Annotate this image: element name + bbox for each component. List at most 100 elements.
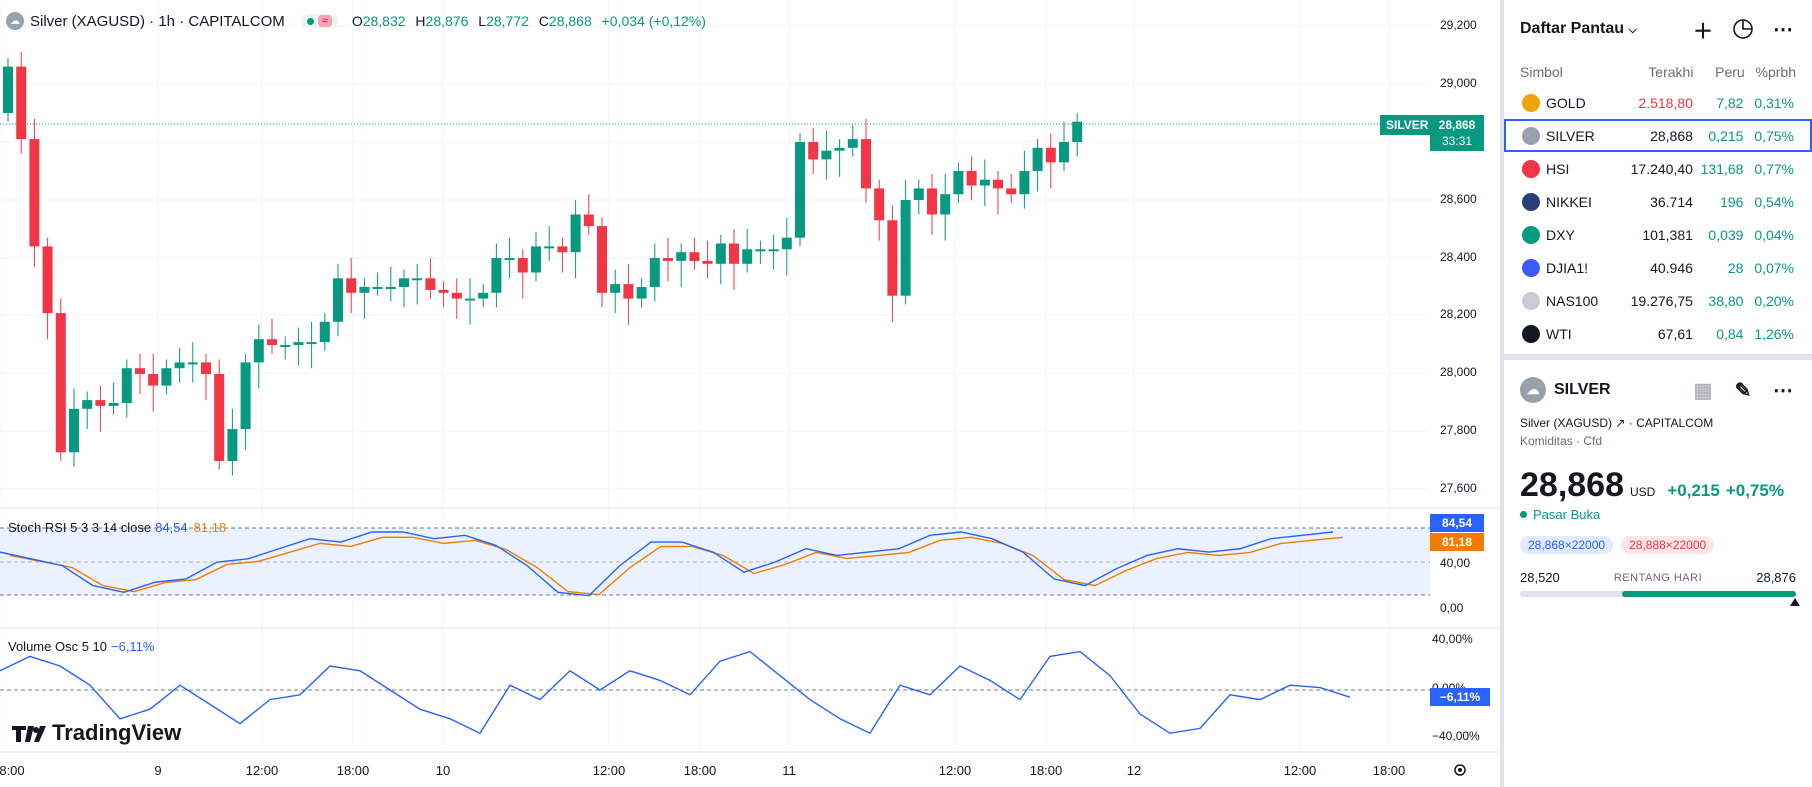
candle-body [1006, 188, 1017, 195]
candle-body [821, 150, 832, 160]
time-axis-label: 12 [1126, 763, 1142, 778]
stoch-k-tag: 84,54 [1430, 514, 1484, 532]
candle-body [649, 258, 660, 287]
candle-body [676, 252, 687, 261]
symbol-title[interactable]: Silver (XAGUSD) · 1h · CAPITALCOM [30, 12, 285, 30]
candle-body [979, 179, 990, 186]
candle-body [557, 246, 568, 253]
volume-osc-legend[interactable]: Volume Osc 5 10 −6,11% [8, 639, 155, 654]
ohlc-values: O28,832 H28,876 L28,772 C28,868 +0,034 (… [351, 13, 706, 29]
detail-symbol[interactable]: SILVER [1554, 381, 1611, 398]
chart-canvas[interactable] [0, 0, 1500, 787]
watchlist-row-silver[interactable]: SILVER 28,868 0,215 0,75% [1504, 119, 1812, 152]
candle-body [451, 292, 462, 299]
candle-body [148, 374, 159, 386]
stoch-k-value: 84,54 [155, 520, 188, 535]
watchlist-row-hsi[interactable]: HSI 17.240,40 131,68 0,77% [1504, 152, 1812, 185]
candle-body [69, 408, 79, 453]
candle-body [1032, 147, 1043, 171]
watchlist-last: 17.240,40 [1630, 160, 1693, 177]
watchlist-pct: 0,54% [1754, 193, 1795, 210]
silver-icon: ☁ [1520, 377, 1546, 403]
detail-change: +0,215 [1667, 481, 1720, 500]
watchlist-title[interactable]: Daftar Pantau ⌵ [1520, 20, 1637, 37]
time-axis-label: 18:00 [1372, 763, 1406, 778]
price-axis-label: 29,200 [1440, 18, 1477, 32]
watchlist-pct: 0,77% [1754, 160, 1795, 177]
candle-body [491, 258, 502, 293]
wave-icon: ≈ [317, 15, 332, 27]
candle-body [333, 278, 343, 322]
range-bar [1520, 591, 1800, 606]
watchlist-last: 36.714 [1650, 193, 1693, 210]
watchlist-row-dxy[interactable]: DXY 101,381 0,039 0,04% [1504, 218, 1812, 251]
candle-body [913, 188, 924, 200]
time-axis-label: 12:00 [245, 763, 279, 778]
watchlist-change: 131,68 [1700, 160, 1744, 177]
candle-body [135, 368, 145, 374]
candle-body [412, 278, 423, 281]
more-options-icon[interactable]: ⋯ [1773, 18, 1793, 41]
panel-divider[interactable] [1500, 0, 1504, 787]
watchlist-row-wti[interactable]: WTI 67,61 0,84 1,26% [1504, 317, 1812, 350]
candle-body [742, 249, 753, 264]
watchlist-row-nas100[interactable]: NAS100 19.276,75 38,80 0,20% [1504, 284, 1812, 317]
detail-fullname[interactable]: Silver (XAGUSD) ↗ · CAPITALCOM [1520, 416, 1714, 430]
candle-body [874, 188, 885, 221]
candle-body [610, 284, 621, 293]
watchlist-row-djia1[interactable]: DJIA1! 40.946 28 0,07% [1504, 251, 1812, 284]
settings-gear-icon[interactable] [1452, 762, 1468, 778]
chart-pie-icon[interactable] [1730, 16, 1756, 42]
market-status-pill[interactable]: ≈ [300, 14, 338, 28]
candle-body [121, 368, 132, 403]
candle-body [108, 403, 119, 406]
market-open-dot [1520, 511, 1527, 518]
watchlist-change: 0,84 [1716, 325, 1744, 342]
add-symbol-icon[interactable]: ＋ [1693, 20, 1713, 43]
ask-chip: 28,888×22000 [1621, 536, 1715, 554]
watchlist-change: 28 [1727, 259, 1744, 276]
symbol-icon [1522, 324, 1540, 343]
col-change[interactable]: Peru [1715, 64, 1745, 80]
price-axis-label: 27,800 [1440, 423, 1477, 437]
close-value: 28,868 [548, 13, 592, 29]
time-axis-label: 11 [782, 763, 796, 778]
edit-icon[interactable]: ✎ [1734, 379, 1752, 402]
candle-body [517, 258, 528, 273]
candle-body [95, 400, 106, 406]
candle-body [583, 214, 594, 227]
watchlist-rows: GOLD 2.518,80 7,82 0,31% SILVER 28,868 0,215 0,… [1504, 86, 1812, 350]
candle-body [966, 171, 977, 186]
watchlist-change: 196 [1720, 193, 1744, 210]
tradingview-logo[interactable]: TradingView [12, 720, 181, 746]
stoch-rsi-label: Stoch RSI 5 3 3 14 close [8, 520, 152, 535]
stoch-d-line [9, 536, 1344, 596]
watchlist-last: 67,61 [1657, 325, 1693, 342]
candle-body [993, 179, 1003, 189]
col-symbol[interactable]: Simbol [1520, 64, 1563, 80]
watchlist-pct: 0,75% [1754, 127, 1795, 144]
candle-body [847, 139, 858, 148]
grid-view-icon[interactable]: ▦ [1693, 379, 1713, 402]
watchlist-change: 7,82 [1716, 94, 1744, 111]
candle-body [1072, 121, 1083, 142]
watchlist-change: 0,215 [1708, 127, 1744, 144]
more-options-icon[interactable]: ⋯ [1773, 379, 1793, 402]
col-last[interactable]: Terakhi [1648, 64, 1694, 80]
watchlist-row-gold[interactable]: GOLD 2.518,80 7,82 0,31% [1504, 86, 1812, 119]
candle-body [478, 292, 489, 299]
candle-body [623, 284, 634, 299]
chart-area[interactable]: ☁ Silver (XAGUSD) · 1h · CAPITALCOM ≈ O2… [0, 0, 1500, 787]
candle-body [240, 362, 251, 430]
col-pct[interactable]: %prbh [1755, 64, 1796, 80]
watchlist-row-nikkei[interactable]: NIKKEI 36.714 196 0,54% [1504, 185, 1812, 218]
candle-body [900, 200, 911, 296]
watchlist-pct: 0,04% [1754, 226, 1795, 243]
stoch-rsi-legend[interactable]: Stoch RSI 5 3 3 14 close 84,54 81,18 [8, 520, 226, 535]
candle-body [187, 362, 198, 365]
tradingview-logo-text: TradingView [52, 720, 182, 745]
candle-body [385, 287, 396, 289]
volume-osc-tag: −6,11% [1430, 688, 1490, 706]
watchlist-change: 38,80 [1708, 292, 1744, 309]
time-axis-label: 18:00 [683, 763, 717, 778]
